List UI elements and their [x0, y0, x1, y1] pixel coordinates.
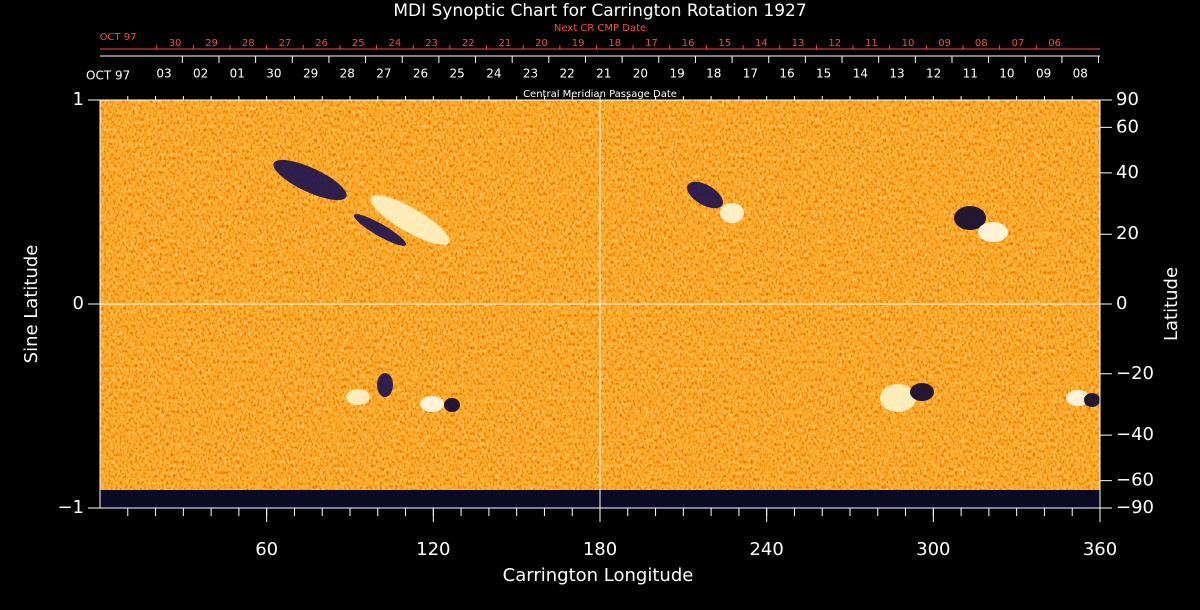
next-date-label: 08 [975, 38, 988, 49]
date-label: 21 [596, 67, 611, 81]
next-date-label: 29 [205, 38, 218, 49]
next-date-label: 21 [498, 38, 511, 49]
next-date-label: 12 [828, 38, 841, 49]
date-label: 13 [889, 67, 904, 81]
next-date-label: 23 [425, 38, 438, 49]
date-axis-label: Central Meridian Passage Date [523, 89, 677, 100]
date-label: 15 [816, 67, 831, 81]
next-date-label: 27 [279, 38, 292, 49]
next-date-label: 30 [169, 38, 182, 49]
chart-title: MDI Synoptic Chart for Carrington Rotati… [393, 1, 806, 21]
next-date-label: 16 [682, 38, 695, 49]
date-label: 30 [266, 67, 281, 81]
x-tick-label: 180 [583, 539, 617, 560]
next-date-label: 14 [755, 38, 768, 49]
date-label: 12 [926, 67, 941, 81]
date-label: 09 [1036, 67, 1051, 81]
date-label: 08 [1073, 67, 1088, 81]
y2-tick-label: −90 [1116, 497, 1154, 518]
next-date-label: 10 [902, 38, 915, 49]
y2-tick-label: −60 [1116, 470, 1154, 491]
next-date-label: 07 [1012, 38, 1025, 49]
date-label: 02 [193, 67, 208, 81]
date-label: 10 [999, 67, 1014, 81]
date-label: 14 [853, 67, 868, 81]
active-regions [273, 159, 1100, 412]
x-tick-label: 240 [749, 539, 783, 560]
next-date-label: 25 [352, 38, 365, 49]
y2-tick-label: −40 [1116, 424, 1154, 445]
date-label: 24 [486, 67, 501, 81]
next-date-label: 13 [792, 38, 805, 49]
date-label: 26 [413, 67, 428, 81]
next-date-label: 26 [315, 38, 328, 49]
x-tick-label: 360 [1083, 539, 1117, 560]
date-label: 28 [340, 67, 355, 81]
y2-tick-label: 40 [1116, 162, 1139, 183]
next-date-label: 20 [535, 38, 548, 49]
next-date-label: 11 [865, 38, 878, 49]
x-axis-label: Carrington Longitude [503, 565, 694, 586]
y2-tick-label: 0 [1116, 293, 1127, 314]
date-label: 22 [560, 67, 575, 81]
next-date-label: 17 [645, 38, 658, 49]
date-label: 25 [450, 67, 465, 81]
y2-tick-label: 90 [1116, 89, 1139, 110]
date-label: 19 [669, 67, 684, 81]
y-tick-label: −1 [57, 497, 84, 518]
y2-tick-label: 60 [1116, 116, 1139, 137]
date-label: 20 [633, 67, 648, 81]
next-date-label: 28 [242, 38, 255, 49]
next-date-axis-start: OCT 97 [100, 32, 137, 43]
date-label: 27 [376, 67, 391, 81]
date-label: 29 [303, 67, 318, 81]
y2-tick-label: −20 [1116, 363, 1154, 384]
date-label: 01 [230, 67, 245, 81]
date-axis-start: OCT 97 [86, 69, 130, 83]
y2-axis-label: Latitude [1161, 267, 1182, 341]
date-label: 17 [743, 67, 758, 81]
x-tick-label: 60 [255, 539, 278, 560]
next-date-label: 22 [462, 38, 475, 49]
next-date-axis-label: Next CR CMP Date [554, 23, 646, 34]
y2-tick-label: 20 [1116, 223, 1139, 244]
next-date-label: 09 [938, 38, 951, 49]
date-label: 18 [706, 67, 721, 81]
y-tick-label: 1 [73, 89, 84, 110]
next-date-label: 24 [389, 38, 402, 49]
x-tick-label: 120 [416, 539, 450, 560]
next-date-label: 19 [572, 38, 585, 49]
date-label: 03 [156, 67, 171, 81]
y-tick-label: 0 [73, 293, 84, 314]
date-label: 11 [963, 67, 978, 81]
x-tick-label: 300 [916, 539, 950, 560]
next-date-label: 06 [1048, 38, 1061, 49]
y-axis-label: Sine Latitude [21, 245, 42, 364]
date-label: 23 [523, 67, 538, 81]
next-date-label: 18 [608, 38, 621, 49]
next-date-label: 15 [718, 38, 731, 49]
date-label: 16 [779, 67, 794, 81]
